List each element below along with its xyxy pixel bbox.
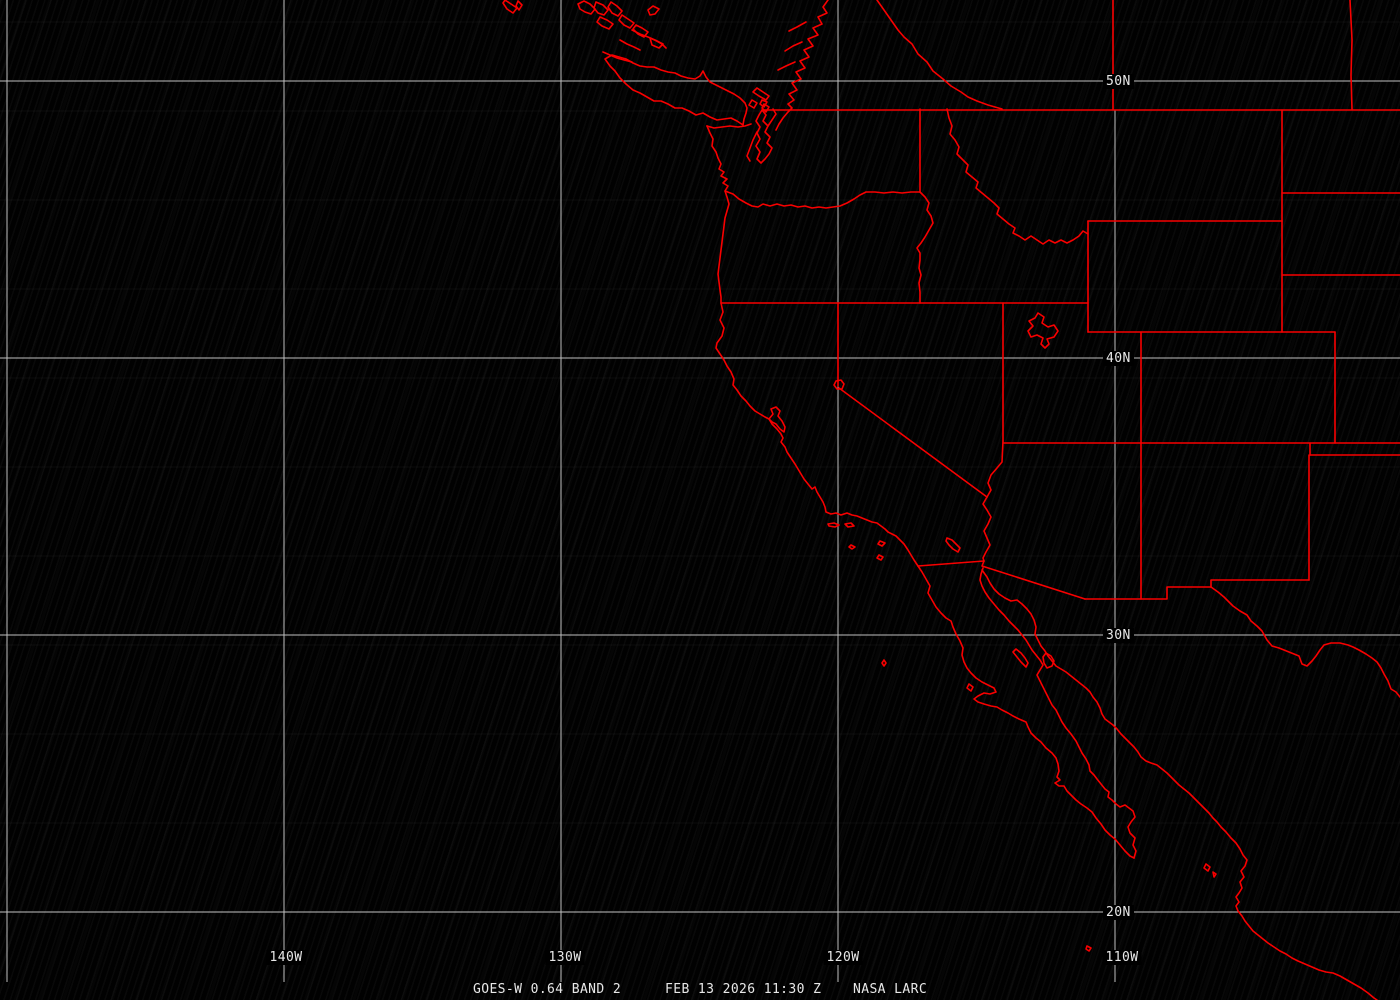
hood-canal (746, 131, 758, 162)
channel-islands (827, 522, 886, 561)
salton-sea (945, 537, 961, 553)
border-ca-az-colorado-river (982, 496, 992, 562)
border-32n (1210, 579, 1310, 588)
border-or-id-snake-river (916, 191, 934, 304)
lon-label-140w: 140W (266, 950, 306, 965)
lake-tahoe (833, 379, 845, 390)
geography-outlines (502, 0, 1400, 1000)
border-ca-nv-diagonal (838, 387, 988, 498)
coastline-bc-archipelago (577, 0, 664, 49)
islands-san-juan (748, 99, 768, 109)
puget-sound-branch (767, 108, 777, 127)
coastline-haida-gwaii (502, 0, 523, 14)
caption-credit: NASA LARC (853, 982, 928, 997)
lat-label-50n: 50N (1103, 74, 1134, 89)
islands-marias (1203, 863, 1217, 878)
coastline-vancouver-island (604, 54, 748, 126)
lon-label-120w: 120W (823, 950, 863, 965)
border-nv-az-colorado-river (986, 440, 1004, 498)
island-cedros (966, 683, 974, 692)
border-columbia-river (724, 190, 921, 209)
coastline-baja-east (979, 567, 1137, 859)
island-tiburon (1042, 652, 1055, 669)
coastline-bc-inlets (602, 29, 667, 63)
puget-sound-island (761, 103, 770, 113)
island-socorro (1085, 945, 1092, 952)
lon-label-110w: 110W (1102, 950, 1142, 965)
border-az-sonora (981, 560, 1086, 600)
coastline-mainland-mexico (981, 569, 1378, 1000)
caption-datetime: FEB 13 2026 11:30 Z (665, 982, 822, 997)
coastline-bc-mainland (775, 0, 829, 131)
border-bc-alberta (876, 0, 1003, 110)
coastline-baja-west (917, 565, 1135, 859)
border-id-mt (946, 108, 1089, 245)
coastline-pacific-wa-or-ca (706, 125, 919, 567)
caption-instrument: GOES-W 0.64 BAND 2 (473, 982, 622, 997)
island-texada (752, 87, 770, 101)
island-guadalupe (881, 659, 887, 667)
puget-sound (755, 109, 773, 164)
lat-label-20n: 20N (1103, 905, 1134, 920)
border-saskatchewan-manitoba (1349, 0, 1353, 110)
border-rio-grande (1210, 586, 1400, 698)
strait-juan-de-fuca (706, 123, 752, 129)
great-salt-lake (1027, 312, 1059, 349)
coastline-bc-fjords (777, 21, 807, 71)
san-francisco-bay (768, 406, 786, 433)
lat-label-40n: 40N (1103, 351, 1134, 366)
border-nm-bootheel (1084, 586, 1212, 600)
border-us-mexico-west (917, 560, 985, 567)
lon-label-130w: 130W (545, 950, 585, 965)
lat-label-30n: 30N (1103, 628, 1134, 643)
island-angel-de-la-guarda (1012, 648, 1029, 668)
